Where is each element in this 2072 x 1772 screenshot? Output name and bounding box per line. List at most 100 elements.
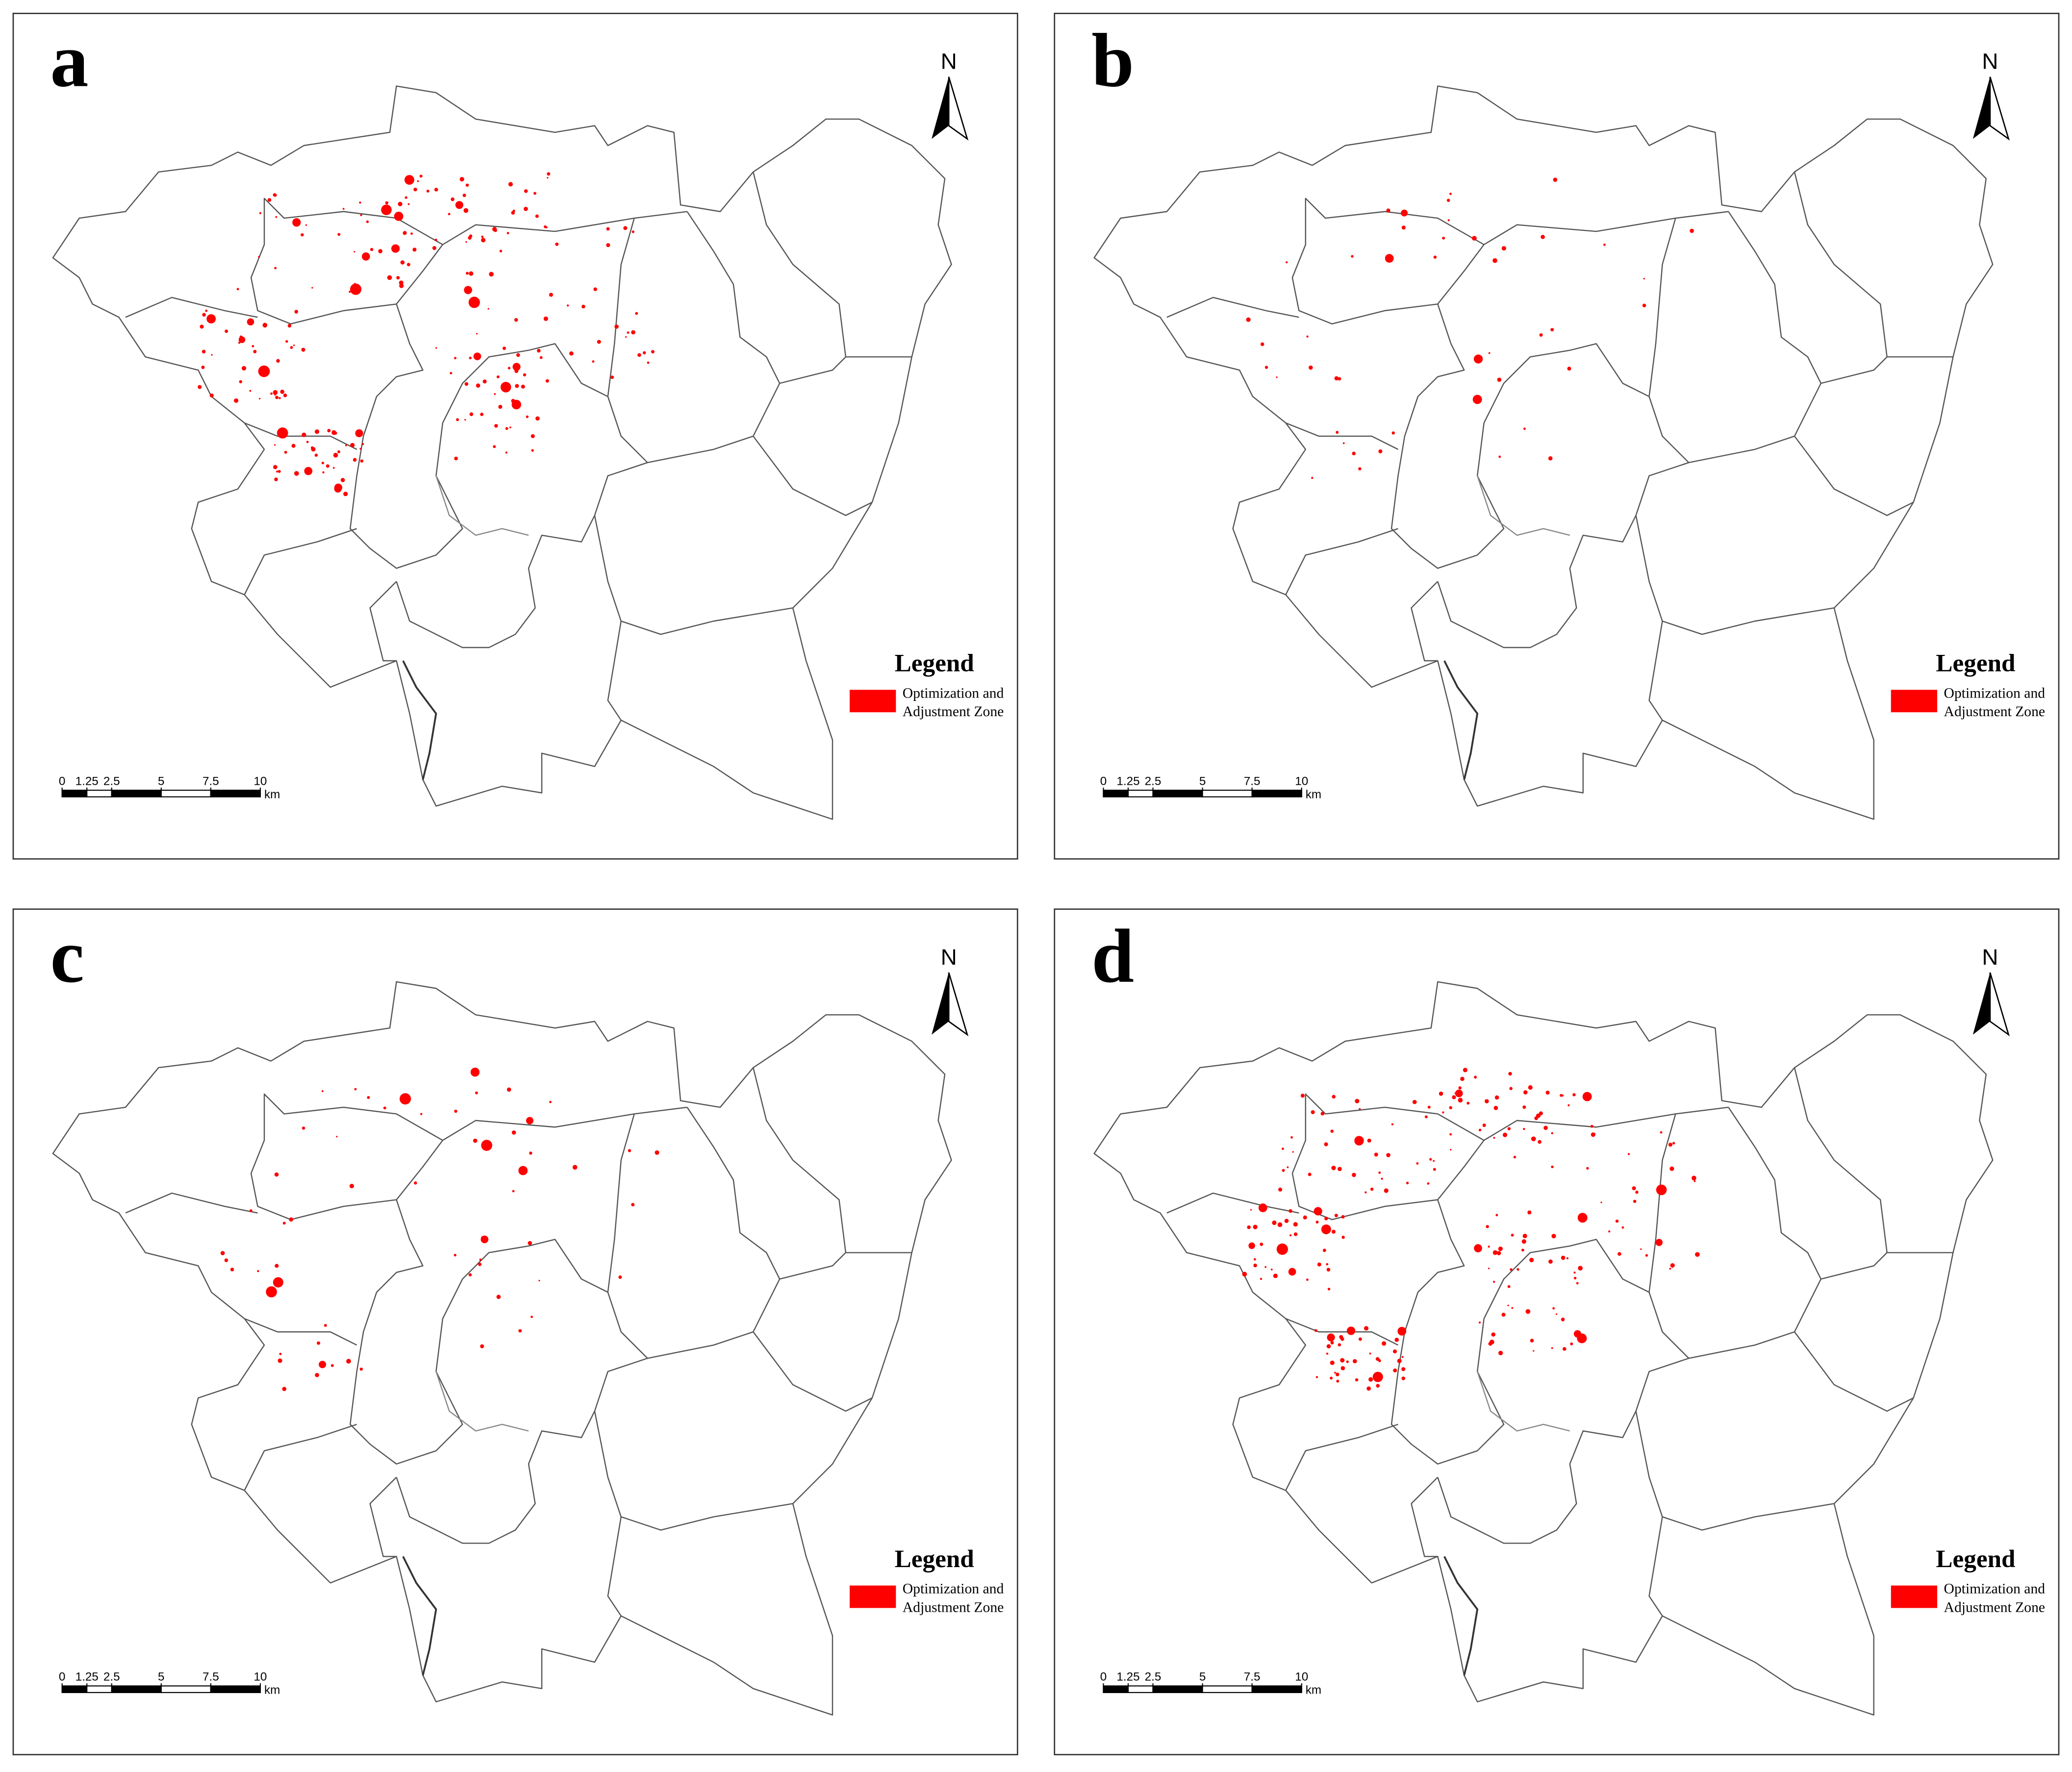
zone-patch xyxy=(1449,1133,1452,1136)
zone-patch xyxy=(1324,1217,1328,1221)
zone-patch xyxy=(1450,1148,1452,1151)
zone-patch xyxy=(1473,354,1483,364)
zone-patch xyxy=(1282,1148,1284,1150)
zone-patch xyxy=(1327,1288,1331,1291)
zone-patch xyxy=(1590,1124,1593,1128)
zone-patch xyxy=(1573,1271,1576,1274)
zone-patch xyxy=(1260,1242,1263,1246)
zone-patch xyxy=(378,249,382,253)
legend-text: Adjustment Zone xyxy=(1944,704,2046,720)
zone-patch xyxy=(1326,1344,1331,1348)
zone-patch xyxy=(1545,1090,1550,1095)
scale-label: 0 xyxy=(59,774,65,788)
zone-patch xyxy=(1335,1373,1339,1376)
north-arrow xyxy=(948,972,969,1037)
zone-patch xyxy=(1608,1230,1611,1233)
zone-patch xyxy=(234,398,239,403)
zone-patch xyxy=(614,324,619,329)
zone-patch xyxy=(1292,1151,1294,1153)
zone-patch xyxy=(627,331,630,334)
zone-patch xyxy=(1367,1138,1371,1143)
zone-patch xyxy=(225,329,228,333)
zone-patch xyxy=(349,1183,354,1189)
zone-patch xyxy=(1286,261,1288,264)
zone-patch xyxy=(1321,1224,1331,1234)
zone-patch xyxy=(238,342,241,344)
map-panel: d N Legend Optimization and Adjustment Zone 0… xyxy=(1054,908,2060,1755)
zone-patch xyxy=(1527,1210,1532,1215)
zone-patch xyxy=(1359,1108,1361,1110)
zone-patch xyxy=(1670,1263,1675,1268)
zone-patch xyxy=(420,1113,423,1115)
zone-patch xyxy=(400,1093,411,1105)
zone-patch xyxy=(1449,193,1452,195)
zone-patch xyxy=(1660,1131,1663,1134)
scale-unit: km xyxy=(1306,1684,1321,1697)
zone-patch xyxy=(448,213,451,216)
zone-patch xyxy=(1615,1220,1619,1223)
zone-patch xyxy=(1290,1136,1293,1139)
zone-patch xyxy=(334,485,342,493)
zone-patch xyxy=(451,197,455,201)
zone-patch xyxy=(1640,1248,1642,1250)
zone-patch xyxy=(459,177,464,182)
zone-patch xyxy=(1509,1087,1513,1090)
zone-patch xyxy=(1447,219,1450,222)
zone-patch xyxy=(544,225,547,228)
zone-patch xyxy=(1492,258,1497,263)
zone-patch xyxy=(655,1150,659,1155)
scale-segment xyxy=(1103,1685,1129,1693)
zone-patch xyxy=(1669,1166,1674,1171)
zone-patch xyxy=(1326,1268,1331,1272)
zone-patch xyxy=(361,252,370,261)
zone-patch xyxy=(456,418,459,422)
zone-patch xyxy=(505,451,507,454)
zone-patch xyxy=(469,412,474,416)
zone-patch xyxy=(597,340,601,344)
zone-patch xyxy=(302,432,306,437)
zone-patch xyxy=(211,354,213,356)
legend-swatch xyxy=(849,1585,896,1608)
zone-patch xyxy=(481,235,484,238)
zone-patch xyxy=(1488,1246,1490,1248)
zone-patch xyxy=(301,348,305,352)
zone-patch xyxy=(1303,1215,1307,1220)
zone-patch xyxy=(275,396,279,399)
zone-patch xyxy=(1539,333,1543,337)
zone-patch xyxy=(220,1251,225,1255)
zone-patch xyxy=(549,293,553,297)
north-arrow xyxy=(948,76,969,141)
zone-patch xyxy=(273,1277,283,1288)
zone-patch xyxy=(273,390,278,395)
scale-label: 7.5 xyxy=(202,774,219,788)
zone-patch xyxy=(333,452,338,458)
zone-patch xyxy=(340,477,345,482)
zone-patch xyxy=(1507,1127,1511,1130)
zone-patch xyxy=(359,201,361,204)
legend-swatch xyxy=(1891,1585,1938,1608)
zone-patch xyxy=(512,363,521,371)
zone-patch xyxy=(404,175,414,185)
legend-title: Legend xyxy=(1936,649,2015,677)
zone-patch xyxy=(324,1323,327,1327)
zone-patch xyxy=(1429,1158,1432,1161)
zone-patch xyxy=(572,1165,578,1170)
zone-patch xyxy=(465,183,469,187)
zone-patch xyxy=(1378,449,1383,453)
zone-patch xyxy=(511,399,521,410)
zone-patch xyxy=(399,280,404,285)
zone-patch xyxy=(480,412,484,416)
zone-patch xyxy=(480,1344,484,1348)
zone-patch xyxy=(492,226,497,232)
zone-patch xyxy=(1346,1360,1349,1363)
zone-patch xyxy=(524,189,528,193)
zone-patch xyxy=(454,1109,457,1113)
zone-patch xyxy=(1260,342,1264,346)
zone-patch xyxy=(1352,451,1356,455)
zone-patch xyxy=(322,471,325,474)
zone-patch xyxy=(305,224,307,226)
zone-patch xyxy=(647,361,650,364)
zone-patch xyxy=(1317,1262,1321,1267)
zone-patch xyxy=(1501,246,1506,251)
scale-segment xyxy=(1127,790,1154,798)
